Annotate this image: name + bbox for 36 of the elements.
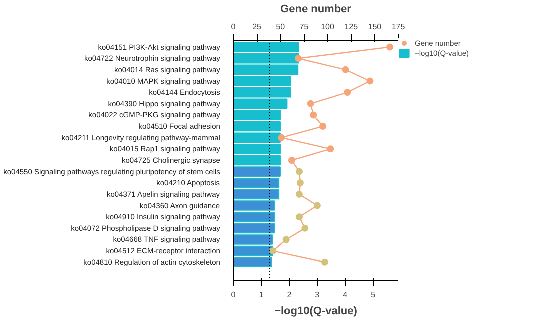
point: [342, 66, 350, 74]
x2-tick-label: 150: [368, 22, 382, 32]
x-tick-label: 2: [287, 290, 292, 300]
point: [296, 214, 303, 221]
point: [296, 168, 303, 176]
x2-tick-label: 175: [392, 22, 406, 32]
x2-axis-title: Gene number: [280, 4, 352, 16]
x2-tick-label: 0: [231, 22, 236, 32]
point: [386, 44, 394, 51]
x2-tick-label: 100: [321, 22, 336, 32]
x2-tick-label: 75: [300, 22, 310, 32]
point: [366, 78, 374, 85]
point: [320, 123, 327, 130]
x-tick-label: 0: [231, 290, 236, 300]
point: [288, 157, 296, 164]
x-tick-label: 3: [315, 290, 320, 300]
point: [310, 112, 318, 119]
x-tick-label: 5: [371, 290, 376, 300]
point: [302, 224, 309, 232]
point: [327, 146, 334, 153]
point: [344, 89, 352, 96]
point: [321, 258, 328, 266]
point: [296, 180, 304, 187]
x-tick-label: 1: [259, 290, 264, 300]
point: [296, 190, 303, 198]
x2-tick-label: 25: [252, 22, 262, 32]
x2-tick-label: 125: [344, 22, 359, 32]
point: [278, 134, 286, 142]
x-tick-label: 4: [343, 290, 348, 300]
x-axis-title: −log10(Q-value): [274, 306, 358, 318]
point: [295, 55, 302, 62]
point: [282, 236, 290, 244]
point: [314, 202, 321, 210]
point: [307, 100, 314, 108]
point: [270, 248, 277, 255]
x2-tick-label: 50: [276, 22, 286, 32]
